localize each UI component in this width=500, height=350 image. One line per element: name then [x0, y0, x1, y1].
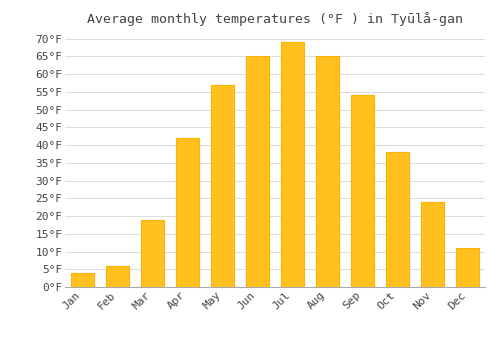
Bar: [386, 152, 409, 287]
Bar: [281, 42, 304, 287]
Bar: [211, 85, 234, 287]
Bar: [141, 219, 164, 287]
Bar: [456, 248, 479, 287]
Bar: [176, 138, 199, 287]
Bar: [316, 56, 339, 287]
Bar: [71, 273, 94, 287]
Bar: [351, 95, 374, 287]
Title: Average monthly temperatures (°F ) in Tyūlå­gan: Average monthly temperatures (°F ) in Ty…: [87, 12, 463, 26]
Bar: [106, 266, 129, 287]
Bar: [421, 202, 444, 287]
Bar: [246, 56, 269, 287]
